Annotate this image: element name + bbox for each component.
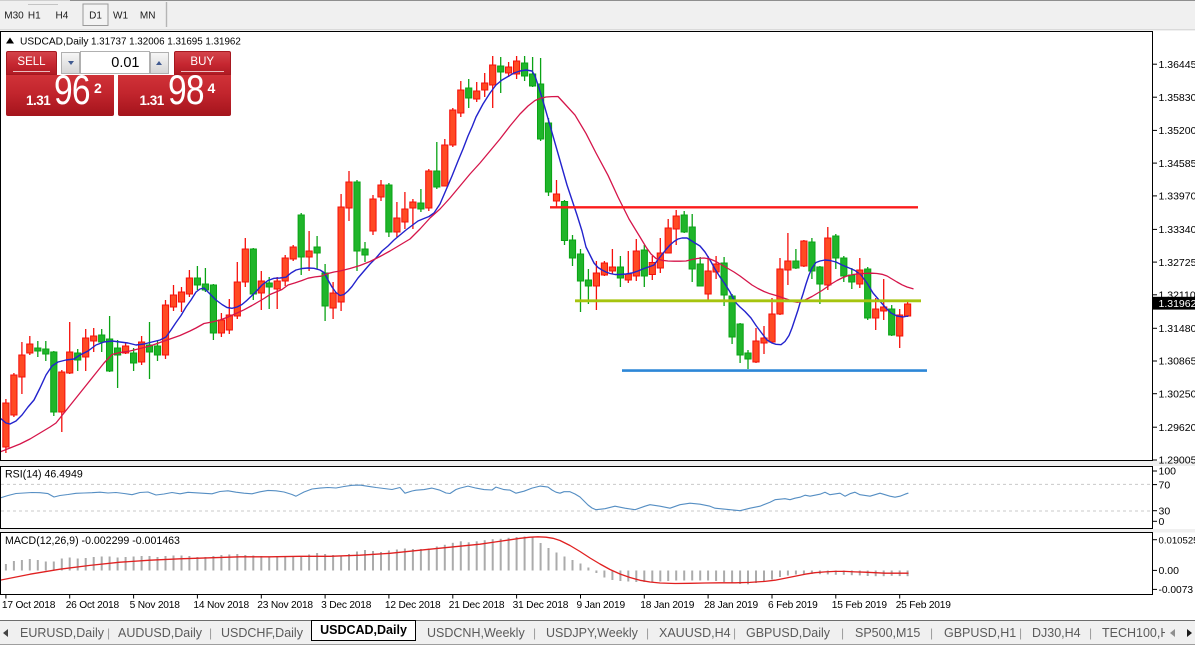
svg-text:1.35830: 1.35830 <box>1159 92 1195 104</box>
svg-text:3 Dec 2018: 3 Dec 2018 <box>321 600 372 611</box>
svg-text:1.31962: 1.31962 <box>1159 298 1195 310</box>
svg-text:9 Jan 2019: 9 Jan 2019 <box>577 600 626 611</box>
svg-text:1.33340: 1.33340 <box>1159 224 1195 236</box>
svg-text:17 Oct 2018: 17 Oct 2018 <box>2 600 56 611</box>
svg-text:28 Jan 2019: 28 Jan 2019 <box>704 600 758 611</box>
svg-text:H4: H4 <box>56 11 69 22</box>
svg-text:D1: D1 <box>89 11 102 22</box>
svg-text:12 Dec 2018: 12 Dec 2018 <box>385 600 441 611</box>
svg-text:70: 70 <box>1159 479 1171 491</box>
svg-text:0.010525: 0.010525 <box>1159 535 1195 546</box>
svg-text:1.31480: 1.31480 <box>1159 323 1195 335</box>
svg-text:1.30865: 1.30865 <box>1159 356 1195 368</box>
svg-text:H1: H1 <box>28 11 41 22</box>
svg-text:18 Jan 2019: 18 Jan 2019 <box>640 600 694 611</box>
svg-text:30: 30 <box>1159 505 1171 517</box>
svg-text:-0.0073: -0.0073 <box>1159 585 1194 596</box>
svg-text:1.33970: 1.33970 <box>1159 191 1195 203</box>
svg-text:1.29005: 1.29005 <box>1159 455 1195 467</box>
svg-text:5 Nov 2018: 5 Nov 2018 <box>130 600 181 611</box>
svg-text:M30: M30 <box>4 11 24 22</box>
svg-text:25 Feb 2019: 25 Feb 2019 <box>896 600 952 611</box>
svg-text:100: 100 <box>1159 466 1177 478</box>
svg-text:MACD(12,26,9) -0.002299 -0.001: MACD(12,26,9) -0.002299 -0.001463 <box>5 535 180 547</box>
svg-text:1.36445: 1.36445 <box>1159 59 1195 71</box>
svg-text:31 Dec 2018: 31 Dec 2018 <box>513 600 569 611</box>
svg-text:W1: W1 <box>113 11 128 22</box>
svg-text:15 Feb 2019: 15 Feb 2019 <box>832 600 888 611</box>
svg-text:USDCAD,Daily: USDCAD,Daily <box>20 37 89 48</box>
svg-text:6 Feb 2019: 6 Feb 2019 <box>768 600 818 611</box>
svg-text:26 Oct 2018: 26 Oct 2018 <box>66 600 120 611</box>
svg-text:1.34585: 1.34585 <box>1159 158 1195 170</box>
svg-text:1.30250: 1.30250 <box>1159 388 1195 400</box>
svg-text:RSI(14) 46.4949: RSI(14) 46.4949 <box>5 469 83 481</box>
svg-text:1.29620: 1.29620 <box>1159 422 1195 434</box>
svg-text:1.31737 1.32006 1.31695 1.3196: 1.31737 1.32006 1.31695 1.31962 <box>91 37 241 48</box>
svg-text:21 Dec 2018: 21 Dec 2018 <box>449 600 505 611</box>
svg-text:1.32725: 1.32725 <box>1159 257 1195 269</box>
svg-text:0: 0 <box>1159 516 1165 528</box>
svg-text:0.00: 0.00 <box>1159 565 1180 577</box>
svg-text:MN: MN <box>140 11 156 22</box>
svg-text:1.35200: 1.35200 <box>1159 125 1195 137</box>
svg-text:14 Nov 2018: 14 Nov 2018 <box>193 600 249 611</box>
svg-text:23 Nov 2018: 23 Nov 2018 <box>257 600 313 611</box>
